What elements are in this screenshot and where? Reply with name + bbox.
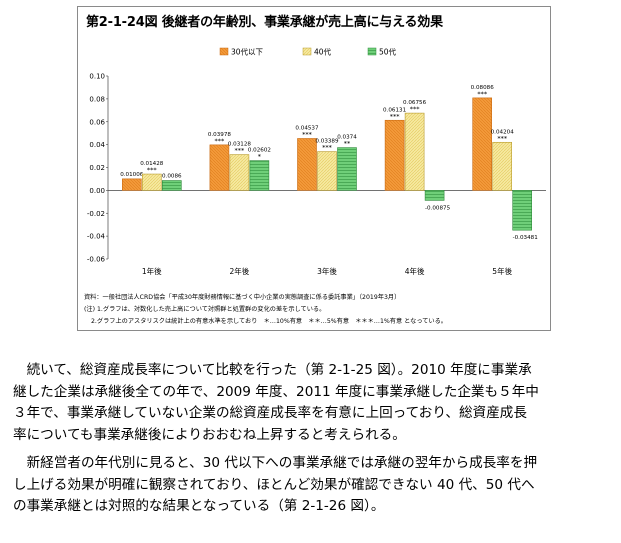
data-label: -0.03481	[513, 235, 539, 241]
data-label: -0.00875	[425, 205, 451, 211]
source-note: 資料：一般社団法人CRD協会「平成30年度財務情報に基づく中小企業の実態調査に係…	[84, 294, 401, 301]
significance-mark: ***	[147, 166, 158, 174]
significance-mark: *	[258, 153, 262, 161]
bar	[249, 160, 270, 191]
text-line: 継した企業は承継後全ての年で、2009 年度、2011 年度に事業承継した企業も…	[13, 383, 539, 400]
y-tick-label: -0.06	[87, 256, 106, 264]
bar	[472, 97, 493, 191]
x-tick-label: 2年後	[230, 266, 250, 276]
legend-swatch	[219, 47, 229, 56]
note-1: (注) 1.グラフは、対数化した売上高について対照群と処置群の変化の差を示してい…	[84, 306, 326, 313]
y-tick-label: 0.02	[89, 164, 105, 172]
y-tick-label: -0.02	[87, 210, 105, 218]
significance-mark: ***	[390, 112, 401, 120]
data-label: 0.02602	[248, 148, 271, 154]
text-line: 新経営者の年代別に見ると、30 代以下への事業承継では承継の翌年から成長率を押	[13, 455, 538, 471]
significance-mark: ***	[302, 130, 313, 138]
legend-swatch	[302, 47, 312, 56]
bar	[384, 119, 405, 191]
bar	[337, 147, 357, 191]
bar	[404, 112, 425, 191]
bar	[297, 138, 317, 191]
significance-mark: ***	[215, 137, 226, 145]
significance-mark: **	[344, 140, 351, 148]
data-label: 0.04204	[491, 129, 515, 135]
bar	[424, 190, 445, 201]
x-tick-label: 4年後	[405, 266, 425, 276]
data-label: 0.04537	[295, 125, 319, 131]
bar	[162, 180, 182, 191]
bar-chart: -0.06 -0.04 -0.02 0.00 0.02 0.04 0.06 0.08 0.10 3…	[87, 47, 546, 276]
bar	[229, 154, 250, 191]
data-label: 0.03389	[315, 139, 339, 145]
x-tick-label: 5年後	[492, 266, 512, 276]
y-tick-label: 0.10	[89, 73, 105, 81]
bar	[142, 173, 162, 191]
y-tick-label: 0.08	[89, 95, 105, 103]
bar	[512, 190, 533, 231]
figure-title: 第2-1-24図 後継者の年齢別、事業承継が売上高に与える効果	[86, 15, 443, 30]
paragraph-1: 続いて、総資産成長率について比較を行った（第 2-1-25 図）。2010 年度…	[13, 360, 609, 446]
x-tick-label: 1年後	[142, 266, 162, 276]
bar	[209, 144, 230, 191]
text-line: の事業承継とは対照的な結果となっている（第 2-1-26 図）。	[13, 498, 385, 514]
bar	[492, 141, 513, 191]
x-tick-label: 3年後	[317, 266, 337, 276]
data-label: 0.01006	[120, 172, 144, 178]
data-label: 0.0374	[337, 135, 357, 141]
figure-panel: 第2-1-24図 後継者の年齢別、事業承継が売上高に与える効果 -0.06 -0.…	[77, 6, 551, 331]
data-label: 0.08086	[471, 85, 495, 91]
note-2: 2.グラフ上のアスタリスクは統計上の有意水準を示しており ＊…10%有意 ＊＊……	[91, 318, 447, 325]
significance-mark: ***	[235, 147, 246, 155]
legend-label: 50代	[379, 47, 397, 57]
legend-label: 30代以下	[231, 47, 264, 57]
data-label: 0.06756	[403, 100, 427, 106]
significance-mark: ***	[322, 144, 333, 152]
text-line: し上げる効果が明確に観察されており、ほとんど効果が確認できない 40 代、50 …	[13, 476, 535, 493]
data-label: 0.03128	[228, 142, 252, 148]
legend-swatch	[367, 47, 377, 56]
bar	[121, 178, 142, 191]
data-label: 0.06131	[383, 107, 407, 113]
data-label: 0.03978	[208, 132, 232, 138]
y-tick-label: 0.06	[89, 118, 105, 126]
text-line: 率についても事業承継後によりおおむね上昇すると考えられる。	[13, 426, 406, 443]
y-tick-label: 0.00	[89, 187, 105, 195]
data-label: 0.0086	[162, 174, 182, 180]
text-line: 続いて、総資産成長率について比較を行った（第 2-1-25 図）。2010 年度…	[13, 362, 532, 378]
significance-mark: ***	[477, 90, 488, 98]
text-line: ３年で、事業承継していない企業の総資産成長率を有意に上回っており、総資産成長	[13, 405, 527, 421]
significance-mark: ***	[410, 105, 421, 113]
paragraph-2: 新経営者の年代別に見ると、30 代以下への事業承継では承継の翌年から成長率を押 …	[13, 453, 609, 518]
significance-mark: ***	[497, 134, 508, 142]
y-tick-label: 0.04	[89, 141, 105, 149]
legend-label: 40代	[314, 47, 332, 57]
data-label: 0.01428	[140, 161, 164, 167]
y-tick-label: -0.04	[87, 233, 106, 241]
bar	[317, 151, 337, 191]
